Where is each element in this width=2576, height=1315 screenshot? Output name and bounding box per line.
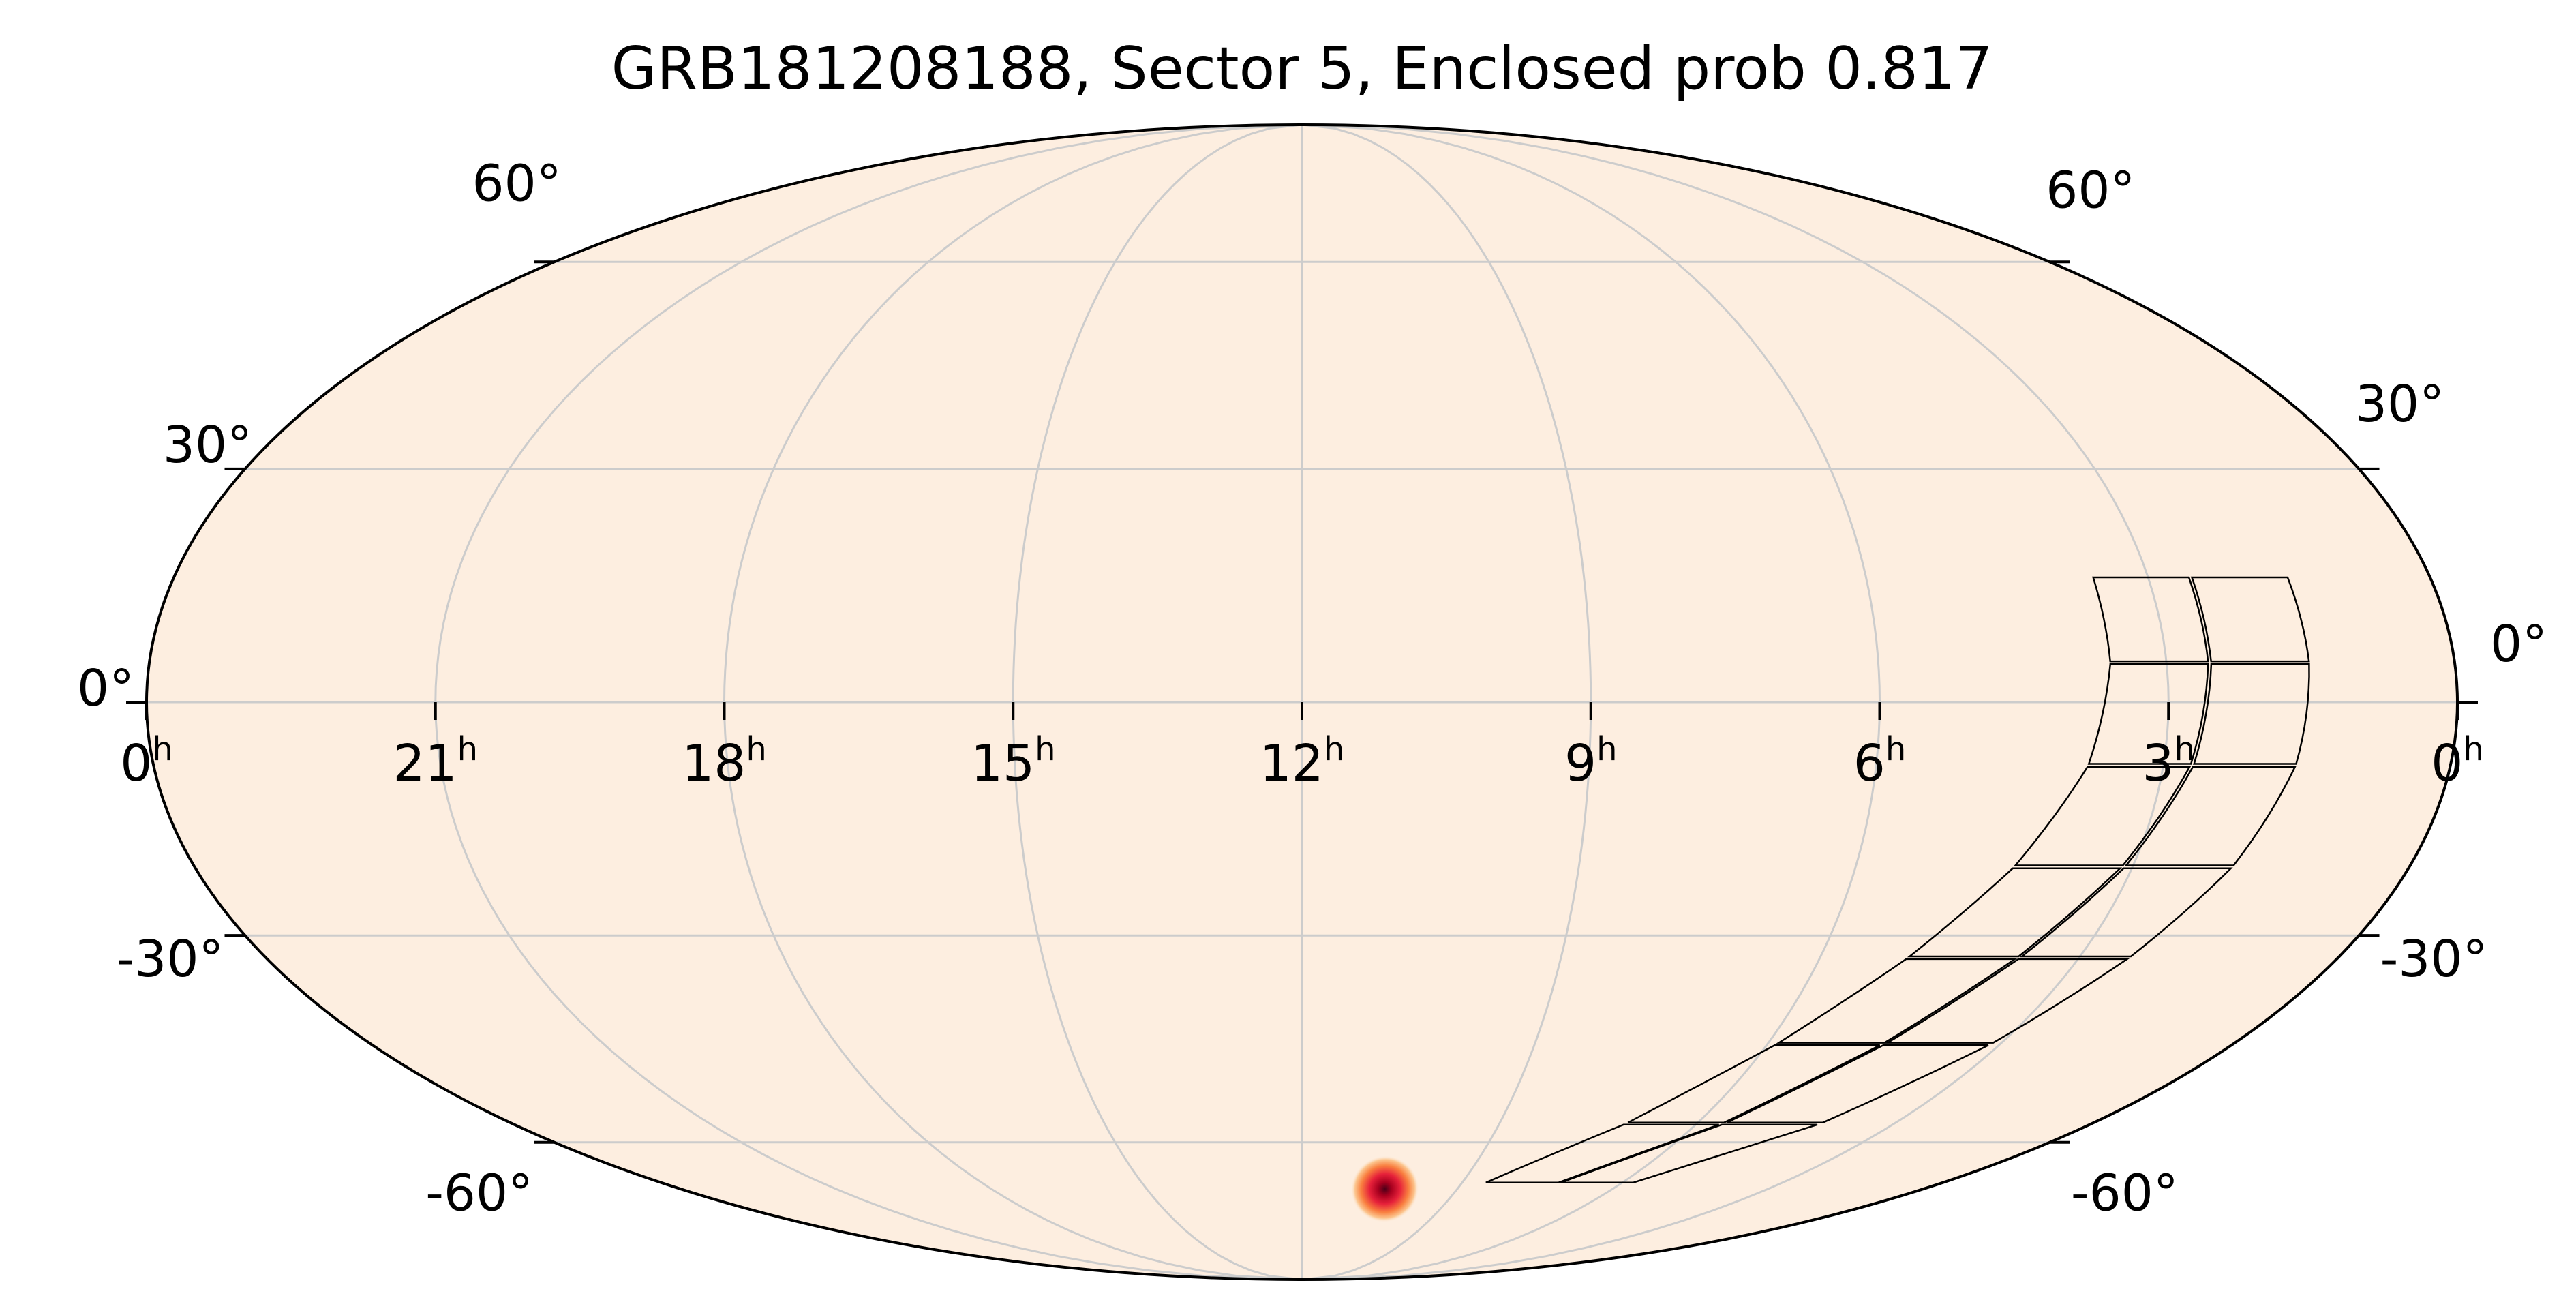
dec-tick-labels: 60° 60° 30° 30° 0° 0° -30° -30° -60° -60°	[77, 154, 2547, 1222]
chart-title: GRB181208188, Sector 5, Enclosed prob 0.…	[611, 35, 1993, 103]
dec-tick-label-right: 60°	[2046, 161, 2135, 220]
ccd-cell	[1485, 1123, 1720, 1183]
ra-tick-label: 15h	[971, 730, 1056, 793]
ccd-cell	[2092, 576, 2209, 663]
ra-tick-label: 21h	[393, 730, 478, 793]
ra-tick-label: 3h	[2142, 730, 2195, 793]
ra-tick-label: 18h	[682, 730, 767, 793]
dec-tick-label-left: 60°	[472, 154, 562, 213]
ccd-cell	[1907, 867, 2123, 958]
dec-tick-label-right: 0°	[2490, 615, 2547, 674]
dec-tick-label-left: -60°	[425, 1164, 533, 1223]
ccd-cell	[1560, 1123, 1818, 1183]
ccd-cell	[2019, 867, 2233, 958]
probability-peak	[1350, 1155, 1419, 1223]
dec-tick-label-right: 30°	[2355, 375, 2444, 434]
ccd-cell	[2193, 663, 2310, 765]
ccd-cell	[1884, 958, 2130, 1044]
ra-tick-label: 0h	[120, 730, 173, 793]
axis-ticks	[126, 260, 2478, 1144]
dec-tick-label-left: 0°	[77, 659, 134, 718]
ccd-cell	[1776, 958, 2018, 1044]
ra-tick-labels: 0h 21h 18h 15h 12h 9h 6h 3h 0h	[120, 730, 2483, 793]
ra-tick-label: 6h	[1853, 730, 1907, 793]
probability-heatmap	[1350, 1155, 1419, 1223]
ra-tick-label: 12h	[1260, 730, 1345, 793]
dec-tick-label-right: -30°	[2380, 930, 2488, 988]
ccd-cell	[2087, 663, 2209, 765]
ccd-cell	[1627, 1044, 1881, 1123]
dec-tick-label-left: 30°	[163, 416, 252, 474]
ra-tick-label: 0h	[2431, 730, 2484, 793]
ccd-cell	[2013, 766, 2192, 866]
dec-tick-label-right: -60°	[2071, 1164, 2179, 1223]
ccd-cell	[1726, 1044, 1989, 1123]
dec-tick-label-left: -30°	[117, 930, 224, 988]
ccd-cell	[2124, 766, 2297, 866]
tess-sector-footprint	[1485, 576, 2310, 1183]
ccd-cell	[2190, 576, 2310, 663]
ra-tick-label: 9h	[1564, 730, 1618, 793]
